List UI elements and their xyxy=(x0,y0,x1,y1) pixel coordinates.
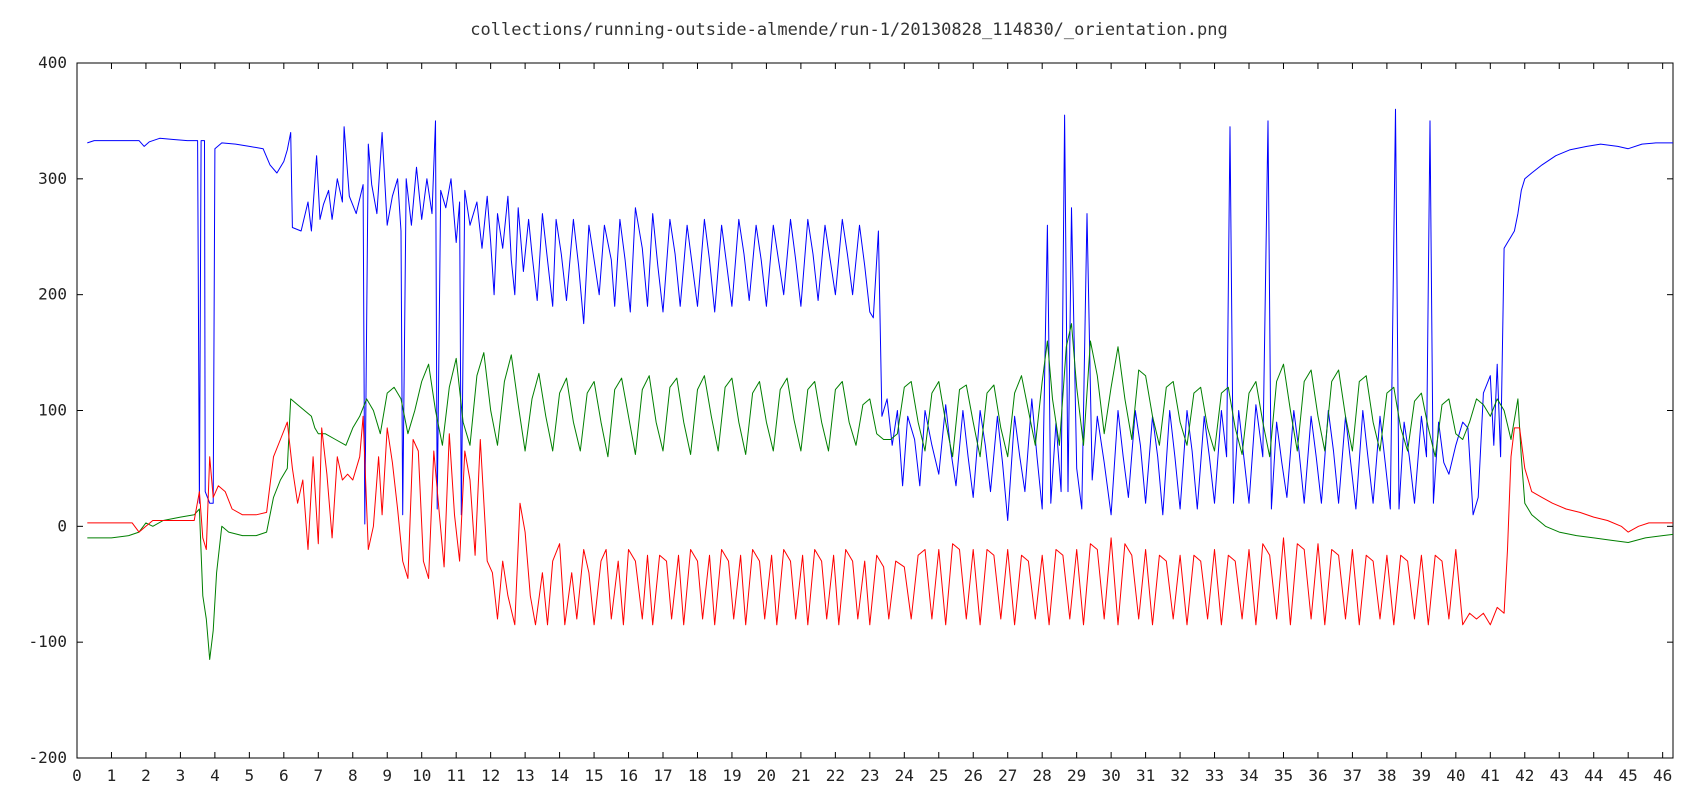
x-tick-label: 43 xyxy=(1550,766,1569,785)
plot-frame xyxy=(76,62,1674,759)
chart-title: collections/running-outside-almende/run-… xyxy=(470,20,1228,40)
series-lines xyxy=(87,108,1674,660)
x-tick-label: 11 xyxy=(447,766,466,785)
x-tick-label: 25 xyxy=(929,766,948,785)
x-tick-label: 1 xyxy=(107,766,117,785)
x-tick-label: 33 xyxy=(1205,766,1224,785)
x-tick-label: 18 xyxy=(688,766,707,785)
x-tick-label: 42 xyxy=(1515,766,1534,785)
y-tick-label: 100 xyxy=(38,401,67,420)
x-tick-label: 17 xyxy=(653,766,672,785)
x-tick-label: 39 xyxy=(1412,766,1431,785)
y-tick-label: 0 xyxy=(57,516,67,535)
x-tick-label: 34 xyxy=(1239,766,1258,785)
axes-frame xyxy=(76,62,1674,759)
series-line-blue xyxy=(87,108,1673,525)
x-tick-label: 13 xyxy=(515,766,534,785)
x-tick-label: 45 xyxy=(1619,766,1638,785)
axis-ticks: 0 1 2 3 4 5 6 7 8 9 10 11 12 13 14 15 16 17 18 19 20 21 22 23 24… xyxy=(28,53,1673,785)
x-tick-label: 22 xyxy=(826,766,845,785)
x-tick-label: 20 xyxy=(757,766,776,785)
x-tick-label: 0 xyxy=(72,766,82,785)
series-line-green xyxy=(87,323,1674,660)
x-tick-label: 44 xyxy=(1584,766,1603,785)
x-tick-label: 9 xyxy=(382,766,392,785)
x-tick-label: 6 xyxy=(279,766,289,785)
x-tick-label: 14 xyxy=(550,766,569,785)
x-tick-label: 5 xyxy=(245,766,255,785)
y-tick-label: 300 xyxy=(38,169,67,188)
x-tick-label: 15 xyxy=(584,766,603,785)
x-tick-label: 46 xyxy=(1653,766,1672,785)
y-tick-label: 200 xyxy=(38,285,67,304)
x-tick-label: 12 xyxy=(481,766,500,785)
x-tick-label: 7 xyxy=(313,766,323,785)
x-tick-label: 19 xyxy=(722,766,741,785)
x-tick-label: 31 xyxy=(1136,766,1155,785)
x-tick-label: 10 xyxy=(412,766,431,785)
x-tick-label: 3 xyxy=(176,766,186,785)
x-tick-label: 36 xyxy=(1308,766,1327,785)
x-tick-label: 23 xyxy=(860,766,879,785)
y-tick-label: -100 xyxy=(28,632,67,651)
x-tick-label: 29 xyxy=(1067,766,1086,785)
x-tick-label: 41 xyxy=(1481,766,1500,785)
x-tick-label: 4 xyxy=(210,766,220,785)
x-tick-label: 2 xyxy=(141,766,151,785)
x-tick-label: 32 xyxy=(1170,766,1189,785)
series-line-red xyxy=(87,415,1673,626)
x-tick-label: 16 xyxy=(619,766,638,785)
x-tick-label: 28 xyxy=(1033,766,1052,785)
x-tick-label: 38 xyxy=(1377,766,1396,785)
y-tick-label: 400 xyxy=(38,53,67,72)
x-tick-label: 30 xyxy=(1101,766,1120,785)
x-tick-label: 26 xyxy=(964,766,983,785)
y-tick-label: -200 xyxy=(28,748,67,767)
x-tick-label: 8 xyxy=(348,766,358,785)
x-tick-label: 35 xyxy=(1274,766,1293,785)
x-tick-label: 24 xyxy=(895,766,914,785)
x-tick-label: 40 xyxy=(1446,766,1465,785)
x-tick-label: 27 xyxy=(998,766,1017,785)
x-tick-label: 21 xyxy=(791,766,810,785)
x-tick-label: 37 xyxy=(1343,766,1362,785)
